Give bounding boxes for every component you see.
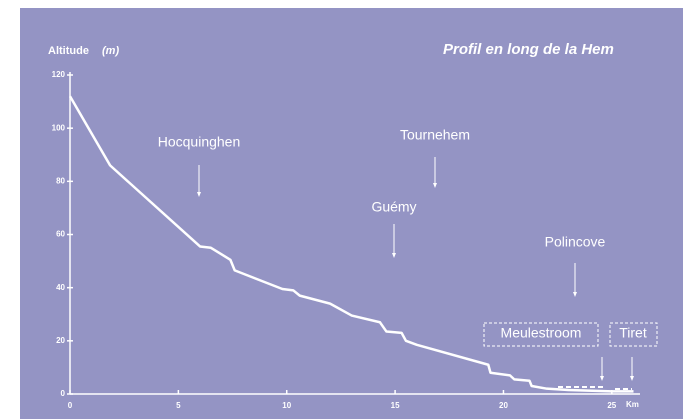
y-tick-label: 100 — [52, 123, 66, 132]
arrow-head — [433, 183, 437, 188]
label-box — [483, 322, 599, 347]
y-tick-label: 0 — [61, 389, 66, 398]
y-tick-label: 40 — [56, 283, 65, 292]
x-tick-label: 10 — [282, 401, 291, 410]
x-tick-label: 0 — [68, 401, 73, 410]
altitude-line — [68, 95, 634, 393]
annotation: Guémy — [371, 199, 416, 215]
x-tick-label: 25 — [607, 401, 616, 410]
y-tick-label: 80 — [56, 176, 65, 185]
y-axis-label: Altitude — [48, 45, 89, 57]
arrow-head — [392, 253, 396, 258]
y-tick-label: 60 — [56, 230, 65, 239]
panel — [20, 8, 683, 419]
x-tick-label: 20 — [499, 401, 508, 410]
annotation: Meulestroom — [501, 325, 582, 341]
x-axis-label: Km — [626, 400, 639, 409]
arrow-head — [573, 292, 577, 297]
chart-title: Profil en long de la Hem — [443, 41, 614, 58]
x-tick-label: 15 — [391, 401, 400, 410]
tributaries — [558, 386, 632, 390]
y-axis-unit: (m) — [102, 45, 119, 57]
x-tick-label: 5 — [176, 401, 181, 410]
annotation: Hocquinghen — [158, 134, 241, 150]
annotation: Tiret — [619, 325, 647, 341]
annotation: Tournehem — [400, 127, 470, 143]
arrow-head — [600, 376, 604, 381]
arrow-head — [197, 192, 201, 197]
y-tick-label: 20 — [56, 336, 65, 345]
arrow-head — [630, 376, 634, 381]
annotation: Polincove — [545, 234, 606, 250]
y-tick-label: 120 — [52, 70, 66, 79]
